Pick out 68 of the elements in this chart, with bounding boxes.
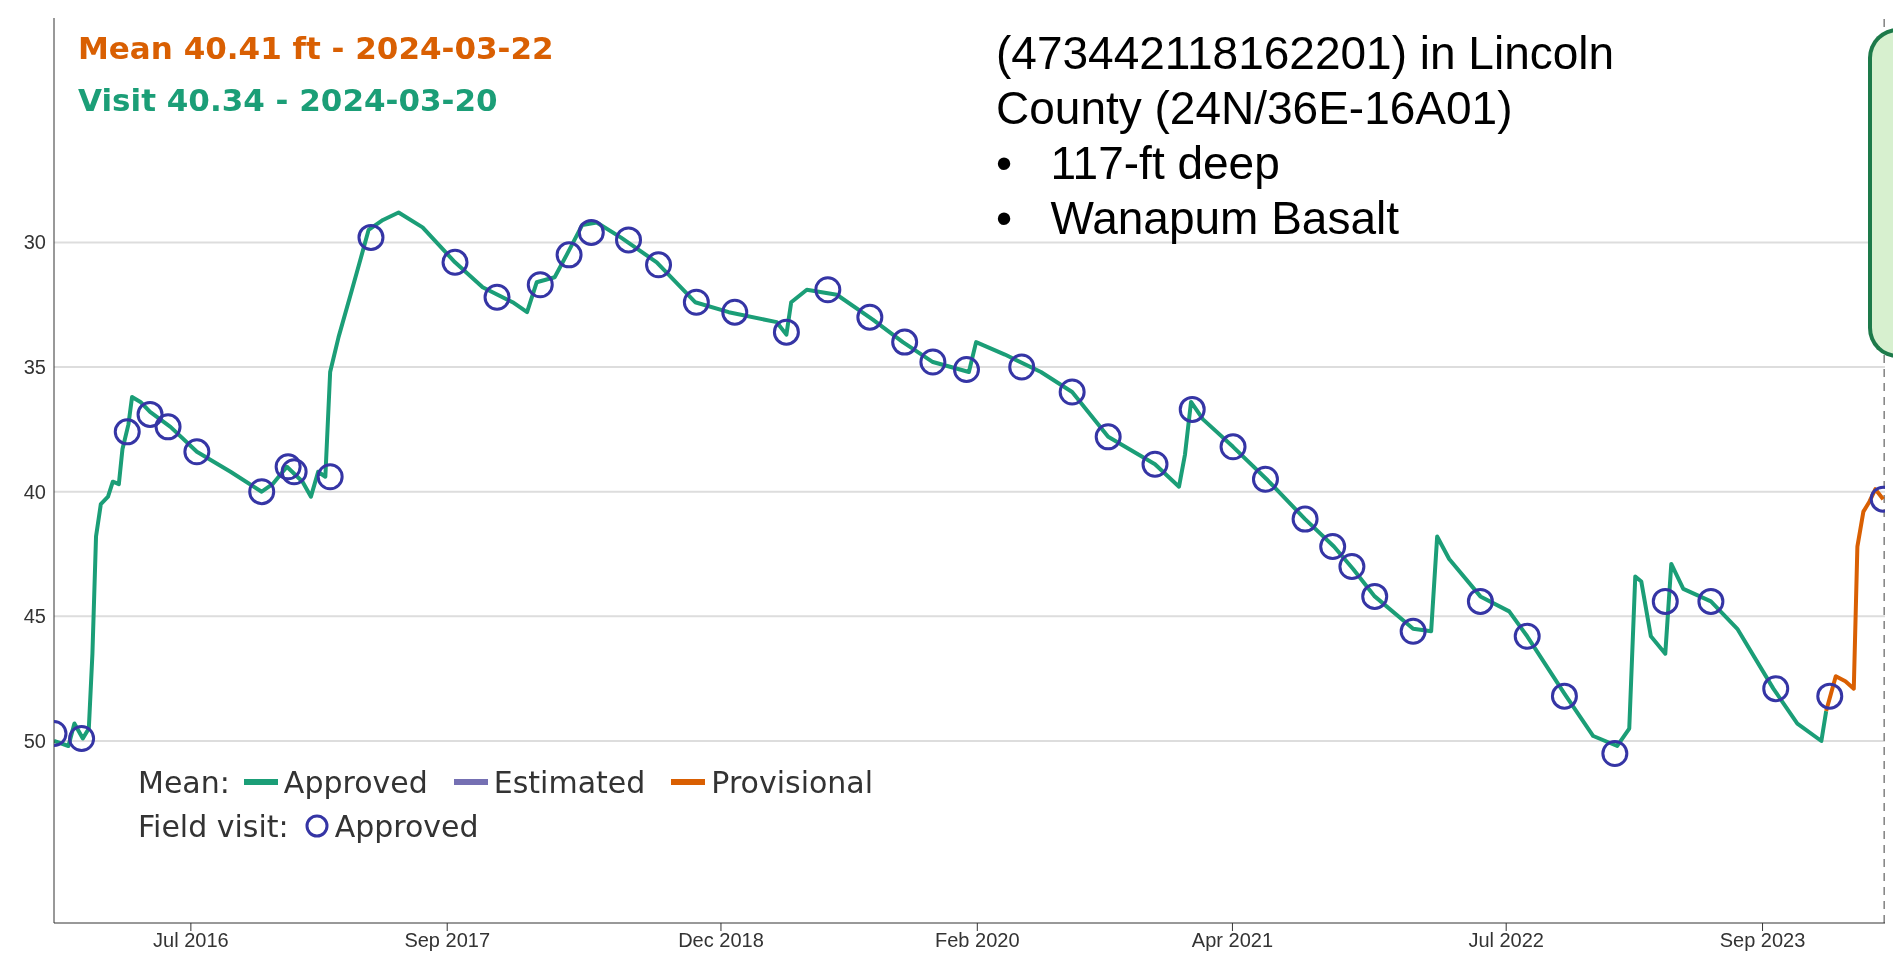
point (919, 348, 947, 376)
point (1762, 675, 1790, 703)
legend-label: Estimated (492, 764, 646, 800)
annotation: Visit 40.34 - 2024-03-20 (78, 81, 499, 120)
point (248, 478, 276, 506)
y-tick-label: 40 (23, 480, 46, 503)
point (1466, 587, 1494, 615)
point (1141, 450, 1169, 478)
point (1513, 622, 1541, 650)
point (1399, 617, 1427, 645)
point (183, 438, 211, 466)
point (682, 288, 710, 316)
point (1291, 505, 1319, 533)
point (1361, 582, 1389, 610)
annotation: Mean 40.41 ft - 2024-03-22 (78, 29, 554, 68)
x-tick-label: Sep 2023 (1719, 929, 1806, 952)
point (1094, 423, 1122, 451)
annotation: Field visit: (138, 808, 289, 844)
y-tick-label: 45 (23, 605, 46, 628)
point (526, 271, 554, 299)
point (1338, 552, 1366, 580)
point (483, 283, 511, 311)
x-tick-label: Apr 2021 (1191, 929, 1274, 952)
x-tick-label: Feb 2020 (935, 929, 1020, 952)
point (772, 318, 800, 346)
annotation: • Wanapum Basalt (996, 191, 1401, 246)
point (1178, 395, 1206, 423)
annotation: • 117-ft deep (996, 136, 1281, 191)
point (113, 418, 141, 446)
annotation: Mean: (138, 764, 230, 800)
y-tick-label: 35 (23, 356, 46, 379)
point (1319, 533, 1347, 561)
x-tick-label: Dec 2018 (678, 929, 764, 952)
point (1251, 465, 1279, 493)
point (814, 276, 842, 304)
point (555, 241, 583, 269)
point (357, 223, 385, 251)
point (1601, 739, 1629, 767)
point (856, 303, 884, 331)
point (1697, 587, 1725, 615)
point (1651, 587, 1679, 615)
legend-label: Approved (333, 808, 479, 844)
point (1058, 378, 1086, 406)
point (154, 413, 182, 441)
point (441, 248, 469, 276)
point (316, 463, 344, 491)
point (615, 226, 643, 254)
point (280, 458, 308, 486)
point (645, 251, 673, 279)
point (577, 218, 605, 246)
point (1008, 353, 1036, 381)
point (1219, 433, 1247, 461)
point (721, 298, 749, 326)
point (891, 328, 919, 356)
x-tick-label: Sep 2017 (404, 929, 491, 952)
x-tick-label: Jul 2016 (153, 929, 229, 952)
legend-label: Approved (282, 764, 428, 800)
point (1816, 682, 1844, 710)
point (68, 725, 96, 753)
y-tick-label: 30 (23, 231, 46, 254)
point (1550, 682, 1578, 710)
y-tick-label: 50 (23, 730, 46, 753)
text: (473442118162201) in Lincoln County (24N/36E-16A01) (996, 26, 1616, 136)
point (136, 400, 164, 428)
point (953, 356, 980, 384)
x-tick-label: Jul 2022 (1468, 929, 1545, 952)
point (274, 453, 302, 481)
legend-label: Provisional (710, 764, 874, 800)
